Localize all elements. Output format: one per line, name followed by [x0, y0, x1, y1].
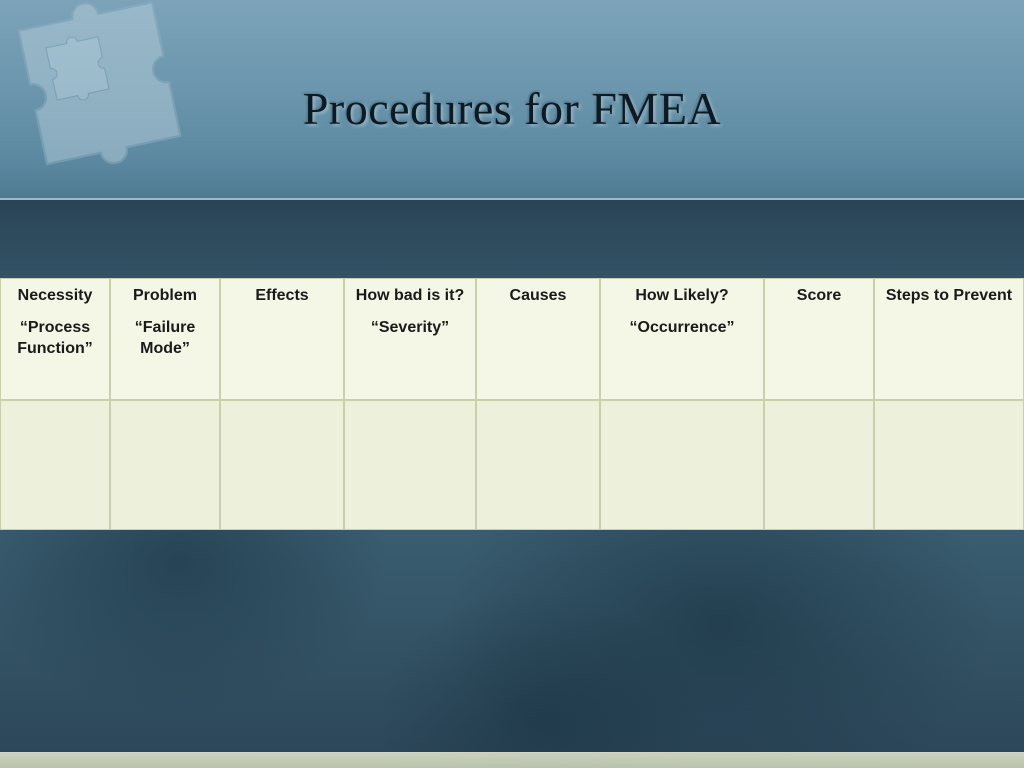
col-primary: Necessity [5, 285, 105, 307]
col-secondary: “Failure Mode” [115, 317, 215, 360]
col-header-score: Score [764, 278, 874, 400]
col-header-occurrence: How Likely? “Occurrence” [600, 278, 764, 400]
col-header-causes: Causes [476, 278, 600, 400]
cell [110, 400, 220, 530]
dark-band [0, 200, 1024, 278]
col-header-effects: Effects [220, 278, 344, 400]
col-header-necessity: Necessity “Process Function” [0, 278, 110, 400]
col-primary: How Likely? [605, 285, 759, 307]
col-primary: How bad is it? [349, 285, 471, 307]
table-header-row: Necessity “Process Function” Problem “Fa… [0, 278, 1024, 400]
cell [476, 400, 600, 530]
fmea-table: Necessity “Process Function” Problem “Fa… [0, 278, 1024, 530]
col-secondary: “Severity” [349, 317, 471, 339]
col-secondary: “Occurrence” [605, 317, 759, 339]
table-row [0, 400, 1024, 530]
cell [874, 400, 1024, 530]
col-header-prevent: Steps to Prevent [874, 278, 1024, 400]
cell [344, 400, 476, 530]
col-header-problem: Problem “Failure Mode” [110, 278, 220, 400]
col-secondary: “Process Function” [5, 317, 105, 360]
col-primary: Score [769, 285, 869, 307]
col-header-severity: How bad is it? “Severity” [344, 278, 476, 400]
cell [220, 400, 344, 530]
cell [0, 400, 110, 530]
col-primary: Causes [481, 285, 595, 307]
cell [764, 400, 874, 530]
footer-band [0, 752, 1024, 768]
col-primary: Effects [225, 285, 339, 307]
cell [600, 400, 764, 530]
slide-title: Procedures for FMEA [0, 82, 1024, 135]
col-primary: Steps to Prevent [879, 285, 1019, 307]
col-primary: Problem [115, 285, 215, 307]
